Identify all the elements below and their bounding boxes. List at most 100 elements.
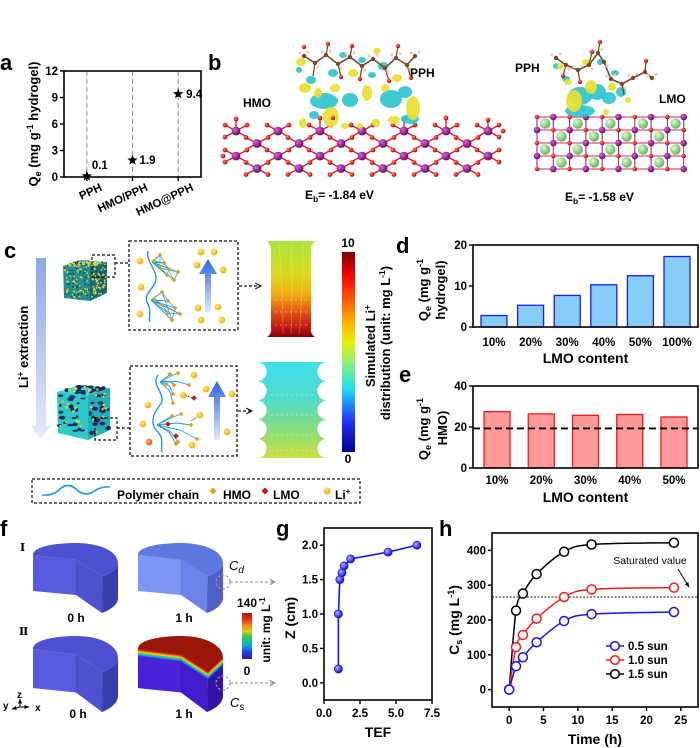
hmo-particle xyxy=(78,295,81,298)
manganese-atom xyxy=(550,139,557,147)
oxygen-atom xyxy=(496,147,502,153)
x-tick-label: 5 xyxy=(540,715,547,727)
manganese-atom xyxy=(420,164,430,173)
hmo-particle xyxy=(79,264,81,267)
concentration-gradient-band xyxy=(137,650,224,675)
charge-depletion-isosurface xyxy=(310,93,338,109)
carbon-atom xyxy=(630,75,636,81)
polymer-dot xyxy=(87,289,90,291)
colorbar-title-line1: Simulated Li+ xyxy=(362,305,378,387)
hmo-particle xyxy=(93,287,95,290)
oxygen-atom xyxy=(496,134,502,140)
pore xyxy=(81,390,86,395)
manganese-atom xyxy=(336,139,346,148)
hmo-particle xyxy=(94,260,97,263)
hmo-particle xyxy=(101,266,104,269)
hmo-particle xyxy=(86,261,89,263)
manganese-atom xyxy=(315,126,325,136)
carbon-atom xyxy=(382,65,388,71)
top-surface xyxy=(33,543,118,576)
curved-side xyxy=(102,563,118,613)
lithium-atom xyxy=(588,157,600,168)
polymer-dot xyxy=(67,283,70,285)
oxygen-atom xyxy=(265,172,271,177)
oxygen-atom xyxy=(264,147,270,153)
zoom-region-box xyxy=(91,254,116,278)
hydrogen-atom xyxy=(572,65,576,69)
polymer-dot xyxy=(81,265,83,267)
hmo-particle xyxy=(77,271,80,274)
oxygen-atom xyxy=(391,160,397,165)
y-tick-label: 0.0 xyxy=(302,678,318,690)
flow-marker xyxy=(286,449,288,451)
hmo-particle xyxy=(92,285,94,288)
hmo-particle xyxy=(98,273,100,276)
polymer-dot xyxy=(78,297,81,299)
oxygen-atom xyxy=(433,172,439,177)
lithium-atom xyxy=(637,118,649,129)
lithium-atom xyxy=(556,157,567,168)
oxygen-atom xyxy=(443,115,449,121)
hmo-particle xyxy=(65,276,68,279)
flow-marker xyxy=(271,394,273,396)
polymer-dot xyxy=(79,271,81,273)
manganese-atom xyxy=(294,139,304,148)
flow-marker xyxy=(306,414,308,416)
polymer-dot xyxy=(101,283,104,285)
li-distribution-colorbar xyxy=(342,252,355,452)
legend-item: 1.5 sun xyxy=(606,668,668,681)
oxygen-atom xyxy=(328,147,334,153)
pore xyxy=(75,389,83,392)
oxygen-atom xyxy=(222,159,228,165)
y-label-symbol: Q xyxy=(416,311,431,321)
manganese-atom xyxy=(231,151,241,161)
pore xyxy=(88,411,92,416)
li-ion xyxy=(223,428,231,436)
polymer-dot xyxy=(76,261,79,264)
pore xyxy=(90,401,95,405)
top-surface xyxy=(33,636,118,672)
panel-e: e Qe (mg g-1 HMO) 0 20 40 10% 20% 30% 40% 50% LM… xyxy=(399,362,699,505)
hmo-particle xyxy=(89,261,92,264)
flow-marker xyxy=(296,434,298,436)
legend-icons xyxy=(41,484,331,496)
cube-face xyxy=(88,388,110,440)
data-point xyxy=(503,684,515,695)
y-label-subscript: e xyxy=(423,306,433,311)
carbon-atom xyxy=(370,56,376,62)
oxygen-atom xyxy=(632,114,638,120)
panel-label-f: f xyxy=(0,516,8,541)
y-tick-label: 2.0 xyxy=(302,540,318,552)
bar xyxy=(553,294,581,328)
colorbar-unit-text: unit: mg L xyxy=(259,605,273,663)
charge-accumulation-isosurface xyxy=(392,74,402,82)
li-extraction-label: Li+ extraction xyxy=(15,306,31,388)
carbon-atom xyxy=(359,63,365,69)
oxygen-atom xyxy=(474,122,480,128)
data-point xyxy=(558,546,570,558)
y-tick-label: 9 xyxy=(52,93,58,105)
panel-a: a Qe (mg g-1 hydrogel) 036912PPHHMO/PPHH… xyxy=(0,50,203,219)
flow-marker xyxy=(295,299,297,301)
hmo-particle xyxy=(92,291,95,294)
flow-marker xyxy=(286,434,288,436)
hmo-particle xyxy=(166,266,172,272)
top-surface xyxy=(138,543,223,576)
li-ion xyxy=(197,316,205,324)
flow-marker xyxy=(280,311,282,313)
hmo-particle xyxy=(98,261,101,263)
li-extraction-arrow xyxy=(31,258,51,439)
flow-marker xyxy=(306,434,308,436)
axis-x-label: x xyxy=(35,703,41,714)
oxygen-atom xyxy=(648,153,654,159)
manganese-atom xyxy=(462,164,472,173)
y-axis-label-line1: Qe (mg g-1 xyxy=(415,398,433,460)
oxygen-atom xyxy=(357,76,363,82)
manganese-atom xyxy=(680,113,687,121)
y-label-superscript: -1 xyxy=(25,124,35,132)
charge-accumulation-isosurface xyxy=(299,83,311,93)
polymer-branch xyxy=(161,291,169,302)
manganese-atom xyxy=(664,126,671,134)
flow-marker xyxy=(306,394,308,396)
data-line xyxy=(337,544,418,669)
